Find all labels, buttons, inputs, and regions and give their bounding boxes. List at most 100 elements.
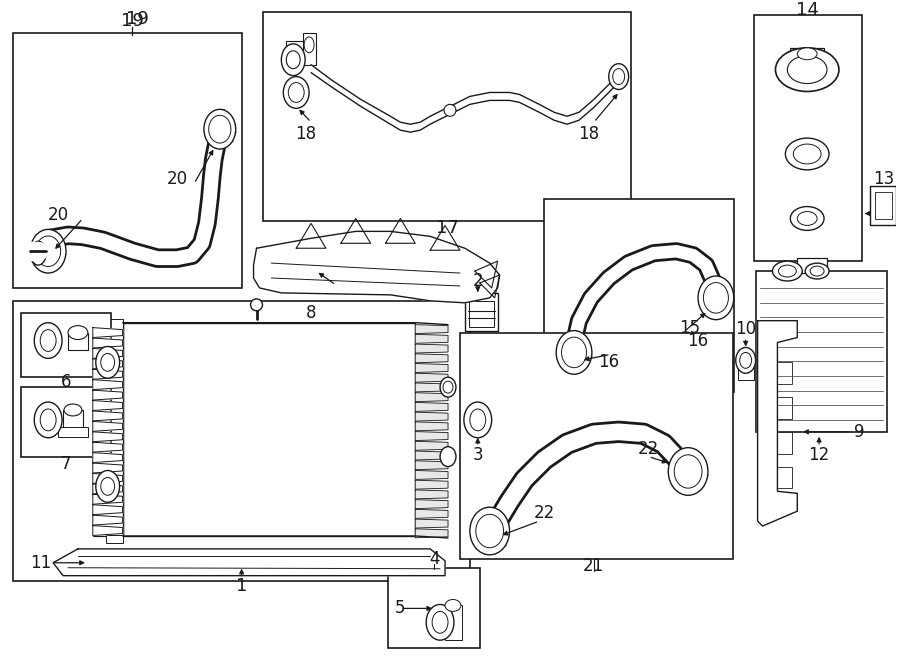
- Bar: [286, 41, 311, 53]
- Bar: [760, 467, 792, 488]
- Ellipse shape: [736, 348, 756, 373]
- Polygon shape: [758, 321, 797, 526]
- Polygon shape: [93, 515, 122, 525]
- Ellipse shape: [209, 115, 231, 143]
- Bar: [22, 387, 111, 457]
- Bar: [68, 332, 88, 350]
- Ellipse shape: [440, 377, 456, 397]
- Ellipse shape: [698, 276, 733, 320]
- Ellipse shape: [674, 455, 702, 488]
- Text: 18: 18: [295, 125, 317, 143]
- Polygon shape: [415, 481, 448, 489]
- Polygon shape: [93, 442, 122, 452]
- Text: 6: 6: [61, 373, 71, 391]
- Text: 19: 19: [126, 10, 148, 28]
- Ellipse shape: [613, 69, 625, 85]
- Polygon shape: [415, 471, 448, 479]
- Polygon shape: [93, 421, 122, 432]
- Ellipse shape: [40, 330, 56, 352]
- Polygon shape: [415, 354, 448, 363]
- Ellipse shape: [704, 282, 728, 313]
- Bar: [738, 368, 753, 380]
- Polygon shape: [415, 442, 448, 450]
- Ellipse shape: [797, 212, 817, 225]
- Polygon shape: [93, 338, 122, 348]
- Polygon shape: [415, 529, 448, 538]
- Ellipse shape: [427, 604, 454, 640]
- Bar: [760, 397, 792, 419]
- Polygon shape: [415, 461, 448, 470]
- Polygon shape: [415, 432, 448, 440]
- Polygon shape: [415, 383, 448, 392]
- Polygon shape: [93, 328, 122, 338]
- Bar: [93, 323, 122, 536]
- Ellipse shape: [432, 611, 448, 633]
- Ellipse shape: [464, 402, 491, 438]
- Polygon shape: [254, 231, 500, 303]
- Ellipse shape: [443, 381, 453, 393]
- Ellipse shape: [740, 352, 752, 368]
- Polygon shape: [415, 403, 448, 411]
- Bar: [869, 186, 896, 225]
- Bar: [389, 568, 480, 648]
- Ellipse shape: [40, 409, 56, 431]
- Bar: [14, 301, 470, 580]
- Bar: [460, 332, 733, 559]
- Ellipse shape: [470, 507, 509, 555]
- Text: 18: 18: [579, 125, 599, 143]
- Text: 11: 11: [31, 554, 52, 572]
- Ellipse shape: [101, 477, 114, 495]
- Bar: [790, 48, 824, 59]
- Ellipse shape: [793, 144, 821, 164]
- Text: 22: 22: [638, 440, 659, 457]
- Text: 19: 19: [122, 12, 144, 30]
- Ellipse shape: [476, 514, 504, 548]
- Text: 12: 12: [808, 446, 830, 463]
- Ellipse shape: [204, 109, 236, 149]
- Ellipse shape: [31, 239, 46, 263]
- Ellipse shape: [470, 409, 486, 431]
- Bar: [756, 271, 886, 432]
- Bar: [875, 192, 892, 219]
- Bar: [753, 15, 862, 261]
- Polygon shape: [415, 373, 448, 382]
- Polygon shape: [415, 344, 448, 353]
- Ellipse shape: [36, 236, 60, 266]
- Text: 10: 10: [735, 320, 756, 338]
- Ellipse shape: [95, 346, 120, 378]
- Text: 1: 1: [236, 576, 248, 595]
- Ellipse shape: [34, 247, 42, 260]
- Polygon shape: [93, 463, 122, 473]
- Bar: [544, 199, 734, 392]
- Bar: [58, 427, 88, 437]
- Ellipse shape: [95, 471, 120, 502]
- Ellipse shape: [797, 48, 817, 59]
- Ellipse shape: [776, 48, 839, 91]
- Polygon shape: [415, 364, 448, 372]
- Bar: [22, 313, 111, 377]
- Bar: [264, 12, 631, 221]
- Ellipse shape: [68, 326, 88, 340]
- Bar: [63, 410, 83, 432]
- Text: 9: 9: [853, 423, 864, 441]
- Ellipse shape: [778, 265, 796, 277]
- Polygon shape: [93, 359, 122, 369]
- Ellipse shape: [64, 404, 82, 416]
- Ellipse shape: [288, 83, 304, 102]
- Bar: [105, 535, 122, 543]
- Text: 2: 2: [472, 272, 483, 290]
- Ellipse shape: [282, 44, 305, 75]
- Bar: [122, 323, 415, 536]
- Polygon shape: [93, 453, 122, 463]
- Bar: [469, 301, 494, 327]
- Polygon shape: [415, 393, 448, 402]
- Ellipse shape: [608, 63, 628, 89]
- Polygon shape: [415, 334, 448, 343]
- Polygon shape: [93, 379, 122, 389]
- Text: 17: 17: [436, 219, 458, 237]
- Ellipse shape: [31, 229, 66, 273]
- Text: 14: 14: [796, 1, 819, 19]
- Text: 4: 4: [429, 550, 439, 568]
- Ellipse shape: [34, 402, 62, 438]
- Ellipse shape: [444, 104, 456, 116]
